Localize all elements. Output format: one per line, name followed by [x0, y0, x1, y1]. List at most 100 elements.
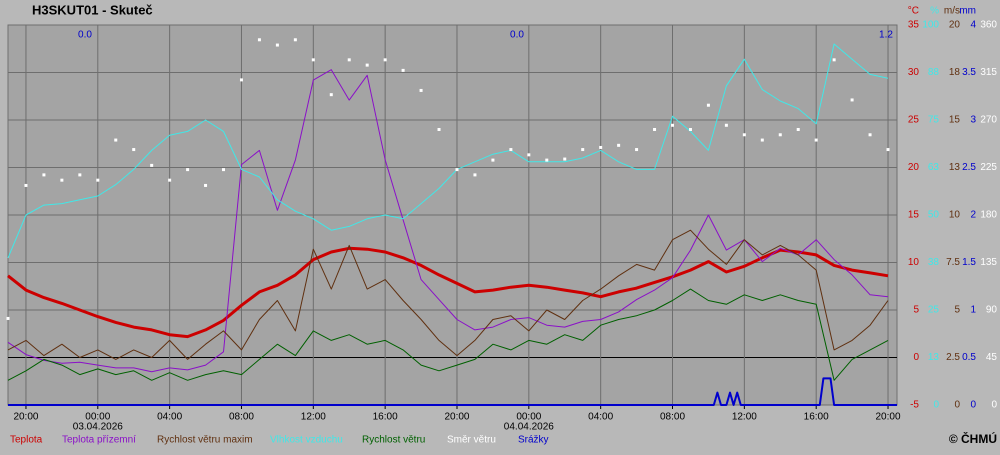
- direction-dot: [688, 128, 692, 131]
- x-date-label: 04.04.2026: [504, 422, 554, 433]
- y-tick-label: 315: [980, 67, 997, 78]
- direction-dot: [60, 178, 64, 182]
- direction-dot: [724, 123, 728, 127]
- y-tick-label: 5: [954, 305, 960, 316]
- y-tick-label: 20: [908, 162, 920, 173]
- x-tick-label: 20:00: [876, 412, 901, 423]
- x-tick-label: 16:00: [373, 412, 398, 423]
- y-tick-label: 4: [970, 20, 976, 31]
- direction-dot: [527, 153, 531, 157]
- y-tick-label: 15: [949, 115, 961, 126]
- chart-title: H3SKUT01 - Skuteč: [32, 2, 153, 17]
- x-tick-label: 12:00: [732, 412, 757, 423]
- direction-dot: [563, 157, 567, 161]
- direction-dot: [96, 178, 100, 182]
- y-tick-label: 1.5: [962, 257, 976, 268]
- axis-unit: m/s: [944, 6, 960, 17]
- direction-dot: [186, 168, 190, 172]
- y-tick-label: 3.5: [962, 67, 976, 78]
- x-tick-label: 12:00: [301, 412, 326, 423]
- series-line: [8, 377, 897, 406]
- series-line: [7, 229, 889, 360]
- daily-precip-total: 0.0: [78, 30, 92, 41]
- direction-dot: [257, 38, 261, 42]
- direction-dot: [168, 178, 172, 182]
- direction-dot: [78, 173, 82, 177]
- legend-entry: Teplota: [10, 435, 43, 446]
- y-tick-label: 18: [949, 67, 961, 78]
- direction-dot: [455, 168, 459, 172]
- series-line: [7, 43, 889, 259]
- axis-unit: °C: [908, 6, 919, 17]
- direction-dot: [132, 148, 136, 152]
- x-tick-label: 00:00: [85, 412, 110, 423]
- direction-dot: [347, 58, 351, 62]
- x-tick-label: 04:00: [157, 412, 182, 423]
- y-tick-label: 135: [980, 257, 997, 268]
- y-tick-label: 100: [922, 20, 939, 31]
- y-tick-label: 0: [913, 352, 919, 363]
- y-tick-label: 0: [933, 400, 939, 411]
- y-tick-label: 360: [980, 20, 997, 31]
- series-line: [7, 288, 889, 381]
- y-tick-label: 10: [908, 257, 920, 268]
- axis-unit: mm: [959, 6, 976, 17]
- direction-dot: [509, 148, 513, 152]
- direction-dot: [239, 78, 243, 82]
- direction-dot: [671, 123, 675, 127]
- y-tick-label: 15: [908, 210, 920, 221]
- y-tick-label: 90: [986, 305, 998, 316]
- y-tick-label: 25: [908, 115, 920, 126]
- y-tick-label: -5: [910, 400, 919, 411]
- y-tick-label: 225: [980, 162, 997, 173]
- direction-dot: [760, 138, 764, 142]
- y-tick-label: 2.5: [946, 352, 960, 363]
- y-tick-label: 270: [980, 115, 997, 126]
- direction-dot: [617, 143, 621, 147]
- y-tick-label: 13: [949, 162, 961, 173]
- x-tick-label: 08:00: [660, 412, 685, 423]
- y-tick-label: 2: [970, 210, 976, 221]
- direction-dot: [42, 173, 46, 177]
- direction-dot: [24, 183, 28, 187]
- direction-dot: [850, 98, 854, 102]
- direction-dot: [329, 93, 333, 97]
- y-tick-label: 7.5: [946, 257, 960, 268]
- direction-dot: [311, 58, 315, 62]
- direction-dot: [222, 168, 226, 172]
- direction-dot: [6, 316, 10, 320]
- y-tick-label: 1: [970, 305, 976, 316]
- y-tick-label: 35: [908, 20, 920, 31]
- direction-dot: [419, 88, 423, 92]
- series-line: [7, 69, 889, 373]
- y-tick-label: 13: [928, 352, 940, 363]
- direction-dot: [275, 43, 279, 47]
- y-tick-label: 0: [970, 400, 976, 411]
- y-tick-label: 88: [928, 67, 940, 78]
- x-date-label: 03.04.2026: [73, 422, 123, 433]
- direction-dot: [150, 163, 154, 167]
- direction-dot: [796, 128, 800, 131]
- legend-entry: Teplota přízemní: [62, 435, 136, 446]
- direction-dot: [204, 183, 208, 187]
- direction-dot: [599, 145, 603, 149]
- direction-dot: [581, 148, 585, 152]
- axis-unit: %: [930, 6, 939, 17]
- legend-entry: Směr větru: [447, 435, 496, 446]
- legend-entry: Srážky: [518, 435, 549, 446]
- direction-dot: [706, 103, 710, 107]
- y-tick-label: 45: [986, 352, 998, 363]
- direction-dot: [383, 58, 387, 62]
- y-tick-label: 10: [949, 210, 961, 221]
- copyright: © ČHMÚ: [949, 431, 997, 446]
- direction-dot: [365, 63, 369, 67]
- y-tick-label: 50: [928, 210, 940, 221]
- direction-dot: [778, 133, 782, 137]
- direction-dot: [491, 158, 495, 162]
- direction-dot: [832, 58, 836, 62]
- x-tick-label: 08:00: [229, 412, 254, 423]
- direction-dot: [653, 128, 657, 131]
- y-tick-label: 30: [908, 67, 920, 78]
- y-tick-label: 180: [980, 210, 997, 221]
